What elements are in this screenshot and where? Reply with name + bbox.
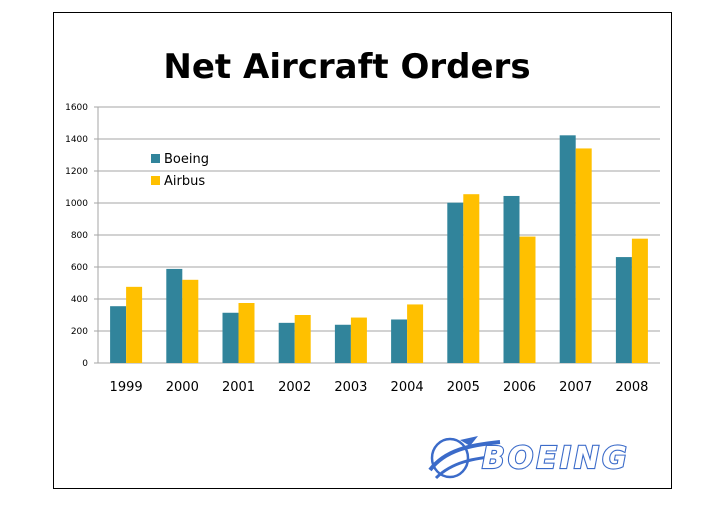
bar-boeing-2003 bbox=[334, 324, 351, 363]
bar-airbus-2006 bbox=[519, 236, 536, 363]
bar-boeing-2002 bbox=[278, 322, 295, 363]
bar-boeing-2004 bbox=[391, 319, 408, 363]
y-tick-label: 800 bbox=[71, 231, 88, 241]
boeing-globe-icon bbox=[428, 436, 501, 480]
y-tick-label: 1400 bbox=[65, 135, 88, 145]
x-tick-label: 2007 bbox=[559, 380, 592, 395]
y-tick-label: 600 bbox=[71, 263, 88, 273]
bar-boeing-2008 bbox=[615, 257, 632, 363]
slide-frame bbox=[53, 12, 672, 489]
y-tick-label: 1600 bbox=[65, 103, 88, 113]
legend-label-airbus: Airbus bbox=[164, 174, 205, 189]
bar-boeing-2007 bbox=[559, 135, 576, 363]
legend-swatch-airbus bbox=[151, 176, 160, 185]
x-tick-label: 2003 bbox=[334, 380, 367, 395]
y-tick-label: 0 bbox=[82, 359, 88, 369]
bar-airbus-2001 bbox=[238, 303, 255, 363]
bar-airbus-2000 bbox=[182, 279, 199, 363]
y-tick-label: 1200 bbox=[65, 167, 88, 177]
bar-airbus-1999 bbox=[126, 286, 143, 363]
legend-swatch-boeing bbox=[151, 154, 160, 163]
x-axis-ticks: 1999 2000 2001 2002 2003 2004 2005 2006 2007 2008 bbox=[110, 380, 649, 395]
x-tick-label: 2006 bbox=[503, 380, 536, 395]
x-tick-label: 2004 bbox=[391, 380, 424, 395]
bar-airbus-2002 bbox=[294, 315, 311, 363]
bar-boeing-2001 bbox=[222, 312, 239, 363]
x-tick-label: 1999 bbox=[110, 380, 143, 395]
legend: Boeing Airbus bbox=[151, 152, 209, 189]
y-tick-label: 400 bbox=[71, 295, 88, 305]
bar-airbus-2003 bbox=[350, 317, 367, 363]
x-tick-label: 2005 bbox=[447, 380, 480, 395]
bar-airbus-2007 bbox=[575, 148, 592, 363]
boeing-logo-text: BOEING bbox=[482, 441, 630, 476]
chart-title: Net Aircraft Orders bbox=[163, 47, 530, 87]
bar-boeing-2000 bbox=[166, 268, 183, 363]
bar-boeing-2005 bbox=[447, 202, 464, 363]
y-tick-label: 1000 bbox=[65, 199, 88, 209]
bar-boeing-1999 bbox=[110, 306, 127, 363]
bars bbox=[110, 135, 648, 363]
x-tick-label: 2002 bbox=[278, 380, 311, 395]
boeing-logo: BOEING bbox=[428, 436, 630, 480]
x-tick-label: 2000 bbox=[166, 380, 199, 395]
bar-airbus-2008 bbox=[631, 238, 648, 363]
y-axis-ticks: 0 200 400 600 800 1000 1200 1400 1600 bbox=[65, 103, 88, 369]
y-tick-label: 200 bbox=[71, 327, 88, 337]
bar-airbus-2004 bbox=[407, 304, 424, 363]
x-tick-label: 2001 bbox=[222, 380, 255, 395]
x-tick-label: 2008 bbox=[615, 380, 648, 395]
bar-airbus-2005 bbox=[463, 194, 480, 363]
bar-boeing-2006 bbox=[503, 195, 520, 363]
legend-label-boeing: Boeing bbox=[164, 152, 209, 167]
